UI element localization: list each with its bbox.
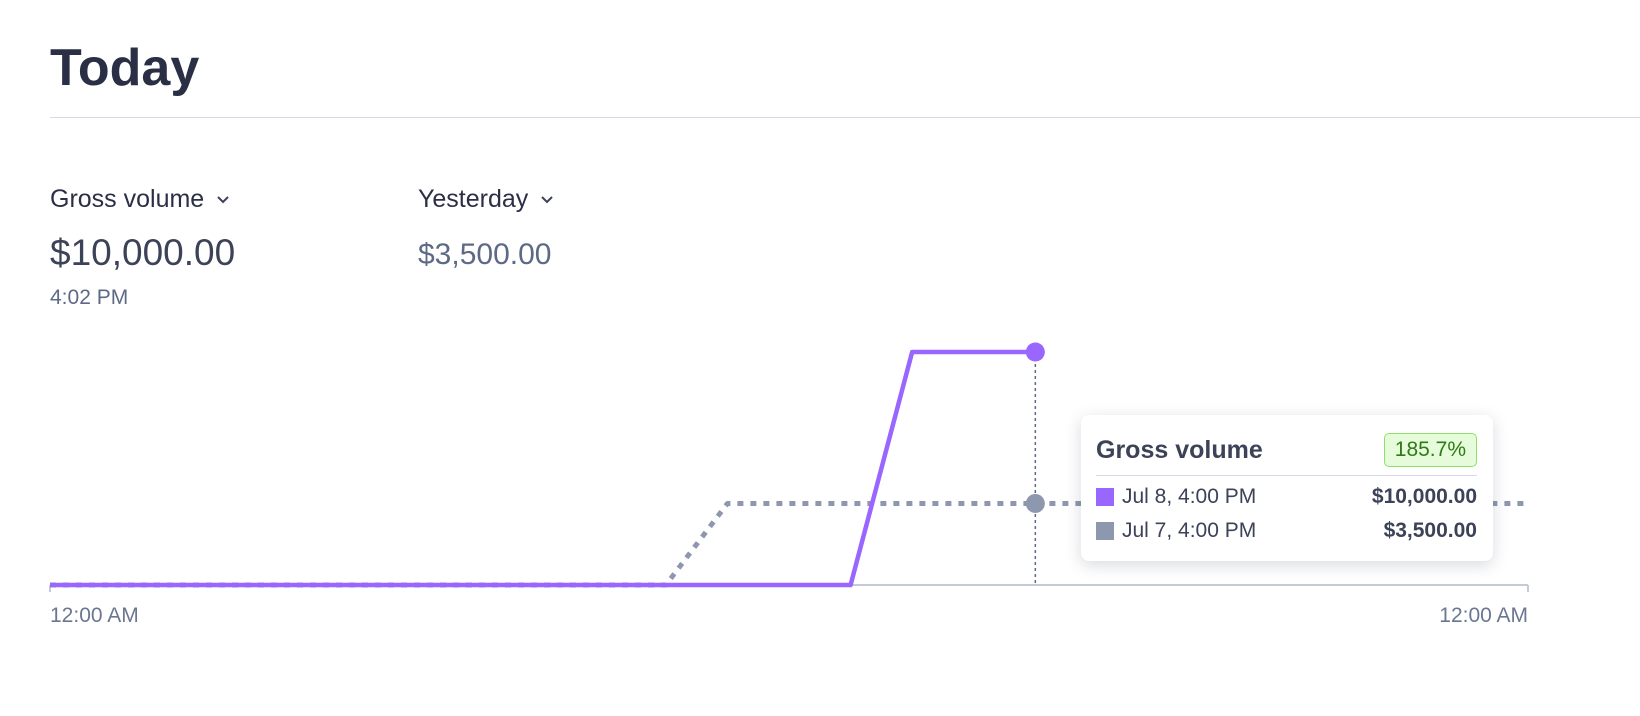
x-tick-label: 12:00 AM bbox=[50, 604, 139, 627]
tooltip-value: $3,500.00 bbox=[1383, 519, 1477, 542]
tooltip: Gross volume 185.7% Jul 8, 4:00 PM $10,000… bbox=[1081, 415, 1493, 561]
tooltip-title: Gross volume bbox=[1096, 435, 1263, 464]
legend-swatch bbox=[1096, 522, 1114, 540]
metric-time: 4:02 PM bbox=[50, 286, 129, 309]
tooltip-value: $10,000.00 bbox=[1371, 485, 1477, 508]
hover-dot bbox=[1025, 493, 1045, 513]
compare-label: Yesterday bbox=[418, 185, 529, 213]
x-tick-label: 12:00 AM bbox=[1439, 604, 1528, 627]
chevron bbox=[541, 196, 553, 204]
compare-selector[interactable]: Yesterday bbox=[418, 185, 554, 214]
series-line bbox=[50, 349, 1036, 588]
tooltip-row: Jul 8, 4:00 PM $10,000.00 bbox=[1096, 484, 1477, 510]
tooltip-row: Jul 7, 4:00 PM $3,500.00 bbox=[1096, 518, 1477, 544]
metric-label: Gross volume bbox=[50, 185, 205, 213]
chevron bbox=[217, 196, 229, 204]
legend-swatch bbox=[1096, 488, 1114, 506]
metric-value: $10,000.00 bbox=[50, 232, 236, 273]
compare-value: $3,500.00 bbox=[418, 238, 552, 271]
tooltip-change: 185.7% bbox=[1383, 433, 1477, 467]
divider bbox=[50, 117, 1640, 118]
tooltip-label: Jul 7, 4:00 PM bbox=[1122, 519, 1257, 542]
tooltip-label: Jul 8, 4:00 PM bbox=[1122, 485, 1257, 508]
metric-selector[interactable]: Gross volume bbox=[50, 185, 230, 214]
hover-dot bbox=[1025, 342, 1045, 362]
page-title: Today bbox=[50, 39, 200, 97]
